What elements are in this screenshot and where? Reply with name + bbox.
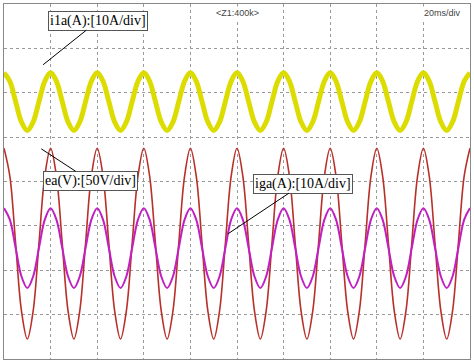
svg-text:iga(A):[10A/div]: iga(A):[10A/div]: [255, 176, 351, 192]
svg-text:i1a(A):[10A/div]: i1a(A):[10A/div]: [50, 13, 146, 29]
svg-text:20ms/div: 20ms/div: [424, 8, 461, 18]
svg-text:ea(V):[50V/div]: ea(V):[50V/div]: [45, 173, 136, 189]
svg-text:<Z1:400k>: <Z1:400k>: [216, 8, 259, 18]
